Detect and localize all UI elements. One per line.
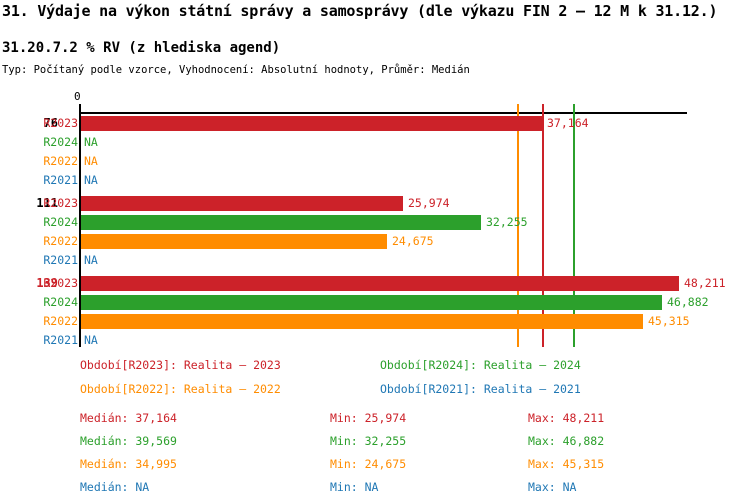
legend-item-0[interactable]: Období[R2023]: Realita – 2023 bbox=[80, 358, 281, 372]
stat-median: Medián: 39,569 bbox=[80, 434, 177, 448]
group-label: 76 bbox=[43, 116, 58, 130]
median-line-r2023 bbox=[542, 104, 544, 347]
bar-value-label: 25,974 bbox=[408, 196, 450, 210]
series-label-r2023[interactable]: R2023 bbox=[43, 276, 78, 290]
chart-legend: Období[R2023]: Realita – 2023 Období[R202… bbox=[0, 358, 750, 408]
stat-row: Medián: 34,995 Min: 24,675 Max: 45,315 bbox=[0, 454, 750, 475]
stat-median: Medián: 34,995 bbox=[80, 457, 177, 471]
bar-row: R2024 32,255 bbox=[0, 213, 750, 231]
stat-max: Max: 45,315 bbox=[528, 457, 605, 471]
bar-value-label: 37,164 bbox=[547, 116, 589, 130]
series-label-r2024[interactable]: R2024 bbox=[43, 295, 78, 309]
series-label-r2024[interactable]: R2024 bbox=[43, 135, 78, 149]
stat-max: Max: 48,211 bbox=[528, 411, 605, 425]
series-label-r2022[interactable]: R2022 bbox=[43, 314, 78, 328]
stat-median: Medián: 37,164 bbox=[80, 411, 177, 425]
page-title: 31. Výdaje na výkon státní správy a samo… bbox=[2, 2, 718, 20]
bar-row: 76 R2023 37,164 bbox=[0, 114, 750, 132]
bar-na-label: NA bbox=[84, 173, 98, 187]
series-label-r2022[interactable]: R2022 bbox=[43, 154, 78, 168]
bar-r2023[interactable] bbox=[81, 276, 679, 291]
stat-row: Medián: 39,569 Min: 32,255 Max: 46,882 bbox=[0, 431, 750, 452]
bar-row: R2021 NA bbox=[0, 251, 750, 269]
bar-value-label: 46,882 bbox=[667, 295, 709, 309]
stat-max: Max: NA bbox=[528, 480, 577, 494]
bar-row: R2024 NA bbox=[0, 133, 750, 151]
legend-item-2[interactable]: Období[R2022]: Realita – 2022 bbox=[80, 382, 281, 396]
stat-min: Min: NA bbox=[330, 480, 379, 494]
bar-na-label: NA bbox=[84, 253, 98, 267]
stat-row: Medián: NA Min: NA Max: NA bbox=[0, 477, 750, 498]
y-axis-line bbox=[79, 104, 81, 347]
indicator-subtitle: 31.20.7.2 % RV (z hlediska agend) bbox=[2, 40, 281, 56]
median-line-r2024 bbox=[573, 104, 575, 347]
stat-min: Min: 24,675 bbox=[330, 457, 407, 471]
bar-value-label: 48,211 bbox=[684, 276, 726, 290]
series-label-r2023[interactable]: R2023 bbox=[43, 196, 78, 210]
group-label: 111 bbox=[36, 196, 58, 210]
bar-row: R2022 45,315 bbox=[0, 312, 750, 330]
series-label-r2024[interactable]: R2024 bbox=[43, 215, 78, 229]
bar-row: R2021 NA bbox=[0, 331, 750, 349]
stat-min: Min: 32,255 bbox=[330, 434, 407, 448]
series-label-r2021[interactable]: R2021 bbox=[43, 253, 78, 267]
bar-na-label: NA bbox=[84, 154, 98, 168]
bar-r2024[interactable] bbox=[81, 215, 481, 230]
bar-row: R2022 24,675 bbox=[0, 232, 750, 250]
bar-r2024[interactable] bbox=[81, 295, 662, 310]
series-label-r2022[interactable]: R2022 bbox=[43, 234, 78, 248]
bar-row: 139 R2023 48,211 bbox=[0, 274, 750, 292]
bar-na-label: NA bbox=[84, 333, 98, 347]
bar-r2022[interactable] bbox=[81, 234, 387, 249]
metadata-line: Typ: Počítaný podle vzorce, Vyhodnocení:… bbox=[2, 64, 470, 76]
bar-row: R2022 NA bbox=[0, 152, 750, 170]
bar-r2023[interactable] bbox=[81, 116, 542, 131]
stat-min: Min: 25,974 bbox=[330, 411, 407, 425]
series-label-r2021[interactable]: R2021 bbox=[43, 333, 78, 347]
bar-na-label: NA bbox=[84, 135, 98, 149]
bar-chart: 0 76 R2023 37,164 R2024 NA R2022 NA R2021 NA 111 R… bbox=[0, 90, 750, 350]
series-label-r2023[interactable]: R2023 bbox=[43, 116, 78, 130]
bar-row: R2021 NA bbox=[0, 171, 750, 189]
bar-row: 111 R2023 25,974 bbox=[0, 194, 750, 212]
stat-max: Max: 46,882 bbox=[528, 434, 605, 448]
axis-zero-tick-label: 0 bbox=[74, 90, 81, 103]
group-label: 139 bbox=[36, 276, 58, 290]
legend-item-1[interactable]: Období[R2024]: Realita – 2024 bbox=[380, 358, 581, 372]
bar-value-label: 32,255 bbox=[486, 215, 528, 229]
bar-value-label: 24,675 bbox=[392, 234, 434, 248]
legend-item-3[interactable]: Období[R2021]: Realita – 2021 bbox=[380, 382, 581, 396]
median-line-r2022 bbox=[517, 104, 519, 347]
bar-r2023[interactable] bbox=[81, 196, 403, 211]
series-label-r2021[interactable]: R2021 bbox=[43, 173, 78, 187]
x-axis-line bbox=[80, 112, 687, 114]
stat-median: Medián: NA bbox=[80, 480, 150, 494]
bar-row: R2024 46,882 bbox=[0, 293, 750, 311]
stat-row: Medián: 37,164 Min: 25,974 Max: 48,211 bbox=[0, 408, 750, 429]
bar-value-label: 45,315 bbox=[648, 314, 690, 328]
bar-r2022[interactable] bbox=[81, 314, 643, 329]
